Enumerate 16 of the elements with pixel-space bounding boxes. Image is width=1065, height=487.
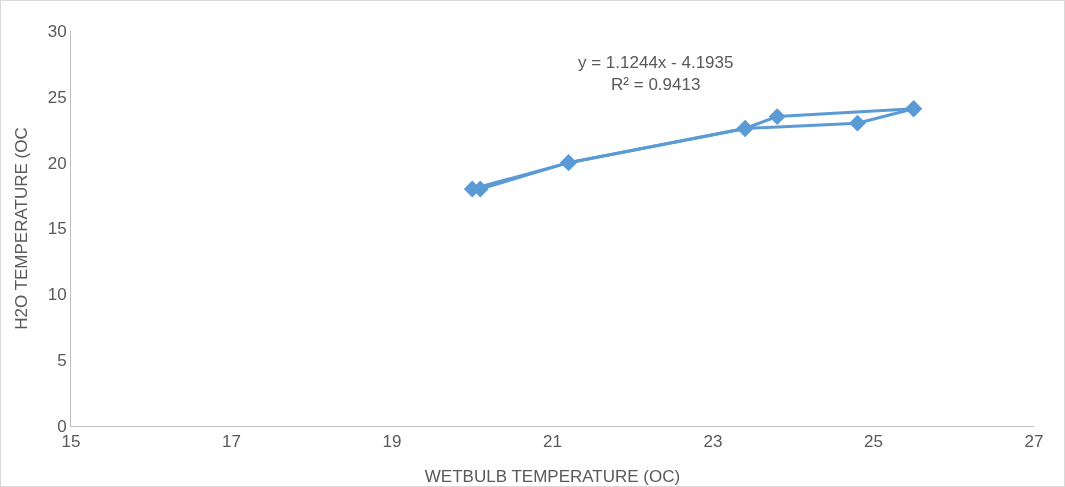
y-tick-label: 0 — [57, 416, 67, 436]
x-tick-label: 27 — [1024, 432, 1044, 452]
y-tick-label: 30 — [47, 21, 67, 41]
x-tick-label: 21 — [543, 432, 562, 452]
y-tick-label: 25 — [47, 87, 67, 107]
y-tick-label: 15 — [47, 219, 67, 239]
y-tick-label: 5 — [57, 351, 67, 371]
y-tick-label: 10 — [47, 285, 67, 305]
x-tick-label: 19 — [382, 432, 402, 452]
x-axis-title: WETBULB TEMPERATURE (OC) — [424, 467, 681, 486]
y-tick-label: 20 — [47, 153, 67, 173]
x-tick-label: 17 — [222, 432, 241, 452]
x-tick-label: 25 — [864, 432, 883, 452]
annotation: y = 1.1244x - 4.1935 R² = 0.9413 — [578, 53, 734, 95]
x-tick-label: 23 — [703, 432, 723, 452]
y-axis-title: H2O TEMPERATURE (OC — [12, 127, 31, 330]
